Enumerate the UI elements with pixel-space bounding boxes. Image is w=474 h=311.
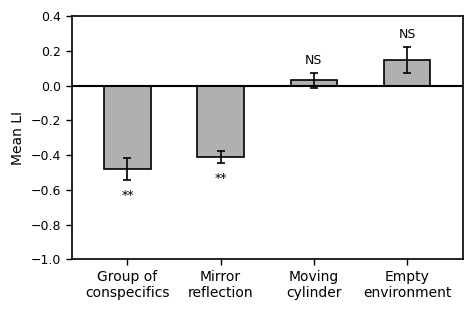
Bar [197,86,244,157]
Y-axis label: Mean LI: Mean LI [11,111,25,165]
Bar [383,59,430,86]
Bar [104,86,151,169]
Text: NS: NS [305,54,322,67]
Text: **: ** [121,189,134,202]
Text: **: ** [214,172,227,184]
Bar [291,80,337,86]
Text: NS: NS [398,28,416,41]
